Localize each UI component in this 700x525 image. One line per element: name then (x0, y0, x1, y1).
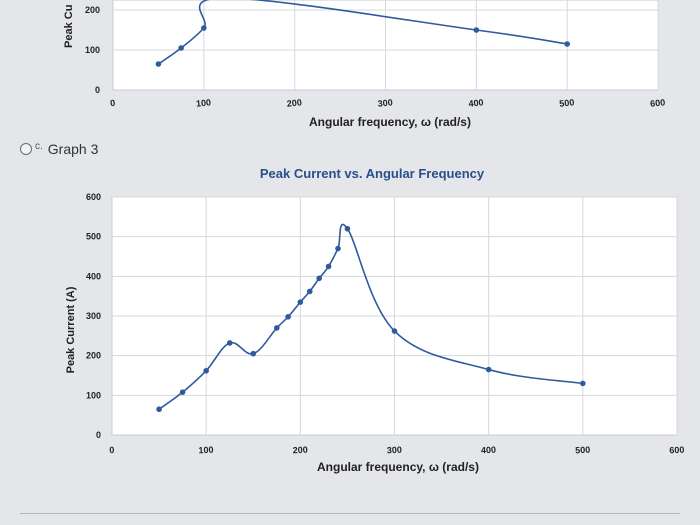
data-point (391, 328, 398, 334)
bottom-y-axis-label: Peak Current (A) (65, 286, 77, 373)
data-point (485, 366, 492, 373)
data-point (273, 325, 280, 331)
y-tick-label: 400 (86, 271, 101, 281)
x-tick-label: 300 (377, 97, 393, 109)
bottom-grid (112, 196, 678, 435)
y-tick-label: 100 (85, 45, 100, 55)
y-tick-label: 200 (85, 5, 100, 15)
y-tick-label: 200 (86, 351, 101, 361)
data-point (580, 380, 586, 387)
x-tick-label: 500 (559, 97, 575, 109)
x-tick-label: 600 (650, 97, 666, 109)
data-point (297, 299, 304, 305)
chart-title: Peak Current vs. Angular Frequency (260, 166, 485, 181)
bottom-y-ticks: 0 100 200 300 400 500 600 (86, 192, 101, 440)
x-tick-label: 0 (110, 98, 116, 108)
data-point (564, 41, 570, 47)
top-series-points (155, 25, 570, 67)
data-point (335, 245, 341, 252)
y-tick-label: 0 (95, 85, 100, 95)
radio-button[interactable] (20, 143, 32, 155)
data-point (179, 389, 186, 395)
top-y-axis-label: Peak Cu (63, 5, 75, 48)
x-tick-label: 300 (387, 445, 403, 456)
data-point (226, 340, 233, 346)
data-point (178, 45, 184, 51)
x-tick-label: 600 (669, 445, 685, 456)
y-tick-label: 100 (86, 390, 101, 400)
data-point (203, 367, 209, 374)
x-tick-label: 400 (481, 445, 497, 456)
x-tick-label: 200 (286, 97, 302, 109)
y-tick-label: 500 (86, 232, 101, 242)
data-point (250, 350, 257, 357)
data-point (473, 27, 480, 33)
data-point (325, 263, 332, 270)
top-y-ticks: 0 100 200 (85, 5, 100, 95)
top-x-axis-label: Angular frequency, ω (rad/s) (309, 115, 471, 129)
data-point (155, 61, 162, 67)
top-x-ticks: 0 100 200 300 400 500 600 (110, 97, 666, 109)
y-tick-label: 600 (86, 192, 101, 202)
bottom-x-ticks: 0 100 200 300 400 500 600 (109, 445, 685, 456)
data-point (316, 275, 322, 282)
y-tick-label: 300 (86, 311, 101, 321)
bottom-x-axis-label: Angular frequency, ω (rad/s) (317, 460, 479, 474)
option-label: Graph 3 (47, 141, 99, 157)
bottom-series-points (156, 225, 586, 413)
answer-option-c[interactable]: c. Graph 3 (20, 141, 98, 157)
x-tick-label: 100 (196, 97, 212, 109)
top-chart: 0 100 200 0 100 200 300 400 500 600 Peak Cu Angu… (63, 0, 666, 129)
option-letter: c. (35, 140, 43, 152)
data-point (201, 25, 207, 31)
top-grid (113, 0, 659, 90)
x-tick-label: 100 (198, 445, 214, 456)
x-tick-label: 500 (575, 445, 591, 456)
y-tick-label: 0 (96, 430, 101, 440)
x-tick-label: 400 (468, 97, 484, 109)
data-point (156, 406, 162, 413)
data-point (306, 288, 313, 295)
x-tick-label: 200 (292, 445, 308, 456)
bottom-chart: Peak Current vs. Angular Frequency 0 100 2… (65, 166, 685, 474)
data-point (285, 313, 291, 320)
data-point (344, 225, 351, 232)
divider (20, 513, 680, 514)
x-tick-label: 0 (109, 445, 115, 455)
